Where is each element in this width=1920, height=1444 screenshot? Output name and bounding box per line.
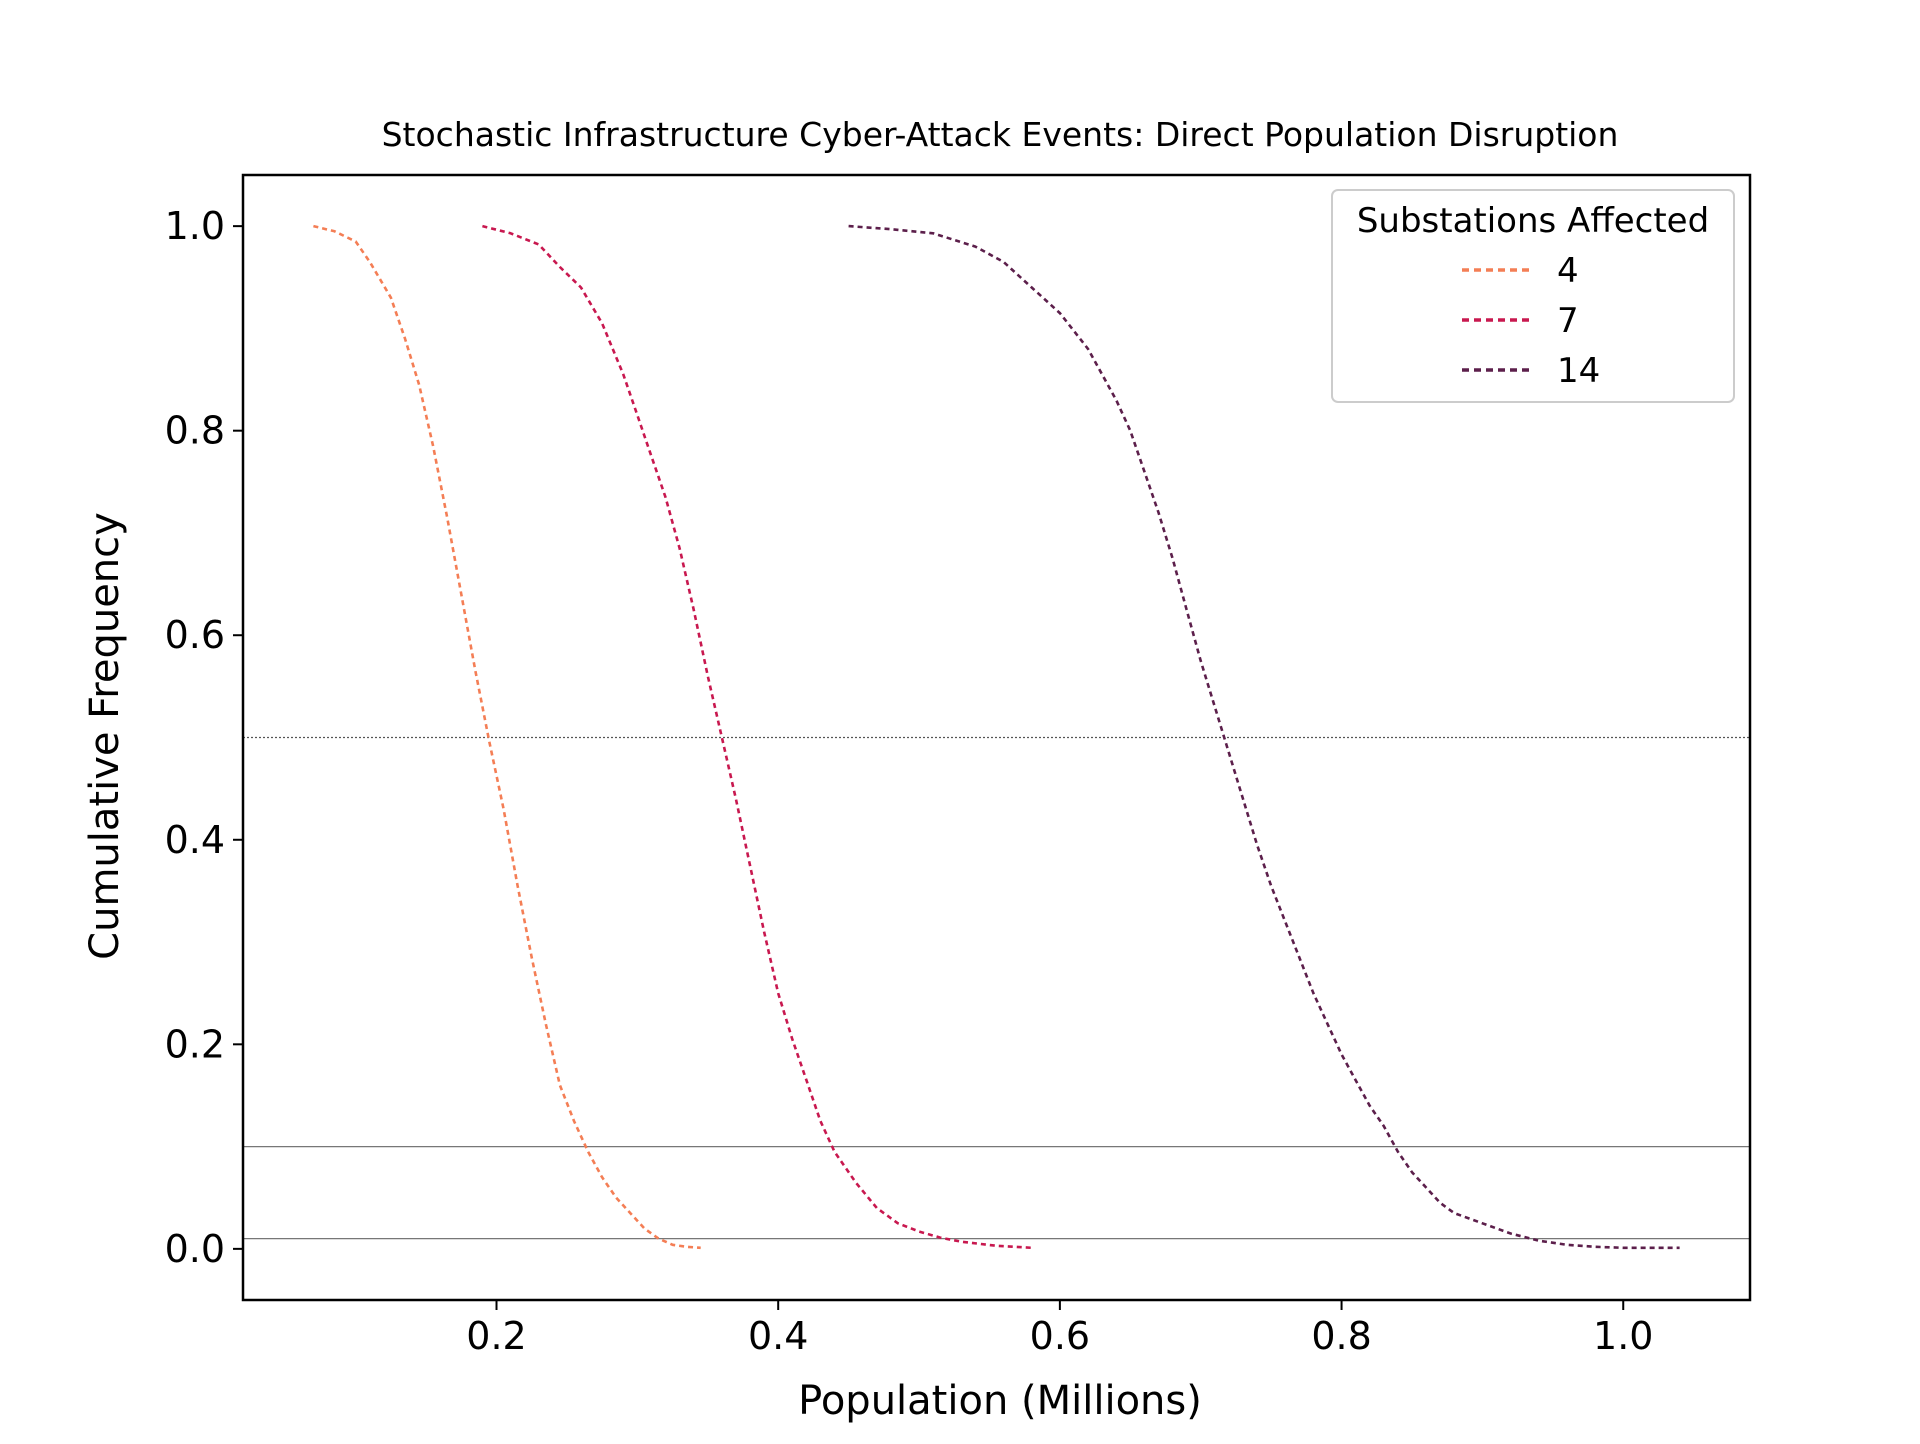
series-line-7	[482, 224, 1032, 1250]
x-tick-label: 0.6	[1030, 1314, 1090, 1358]
axes: 0.2 0.4 0.6 0.8 1.0 0.0 0.2 0.4 0.6 0.8 1.0	[165, 173, 1752, 1358]
plot-area	[243, 224, 1750, 1250]
x-tick-label: 1.0	[1593, 1314, 1653, 1358]
legend-label-14: 14	[1557, 351, 1600, 391]
x-tick-label: 0.8	[1311, 1314, 1371, 1358]
y-tick-label: 1.0	[165, 204, 225, 248]
y-tick-label: 0.2	[165, 1022, 225, 1066]
series-line-4	[313, 224, 701, 1250]
x-tick-label: 0.4	[748, 1314, 808, 1358]
plot-frame	[241, 173, 1752, 1302]
series-line-14	[848, 224, 1680, 1250]
legend: Substations Affected 4 7 14	[1331, 189, 1735, 403]
legend-items: 4 7 14	[1462, 251, 1600, 391]
x-tick-label: 0.2	[466, 1314, 526, 1358]
x-axis-label: Population (Millions)	[798, 1378, 1202, 1424]
legend-label-7: 7	[1557, 301, 1579, 341]
y-tick-label: 0.8	[165, 409, 225, 453]
chart-title: Stochastic Infrastructure Cyber-Attack E…	[382, 115, 1619, 154]
y-tick-label: 0.4	[165, 818, 225, 862]
legend-title: Substations Affected	[1357, 201, 1709, 241]
legend-label-4: 4	[1557, 251, 1579, 291]
legend-box	[1331, 189, 1735, 403]
y-axis-label: Cumulative Frequency	[82, 512, 128, 960]
y-tick-label: 0.0	[165, 1227, 225, 1271]
y-tick-label: 0.6	[165, 613, 225, 657]
